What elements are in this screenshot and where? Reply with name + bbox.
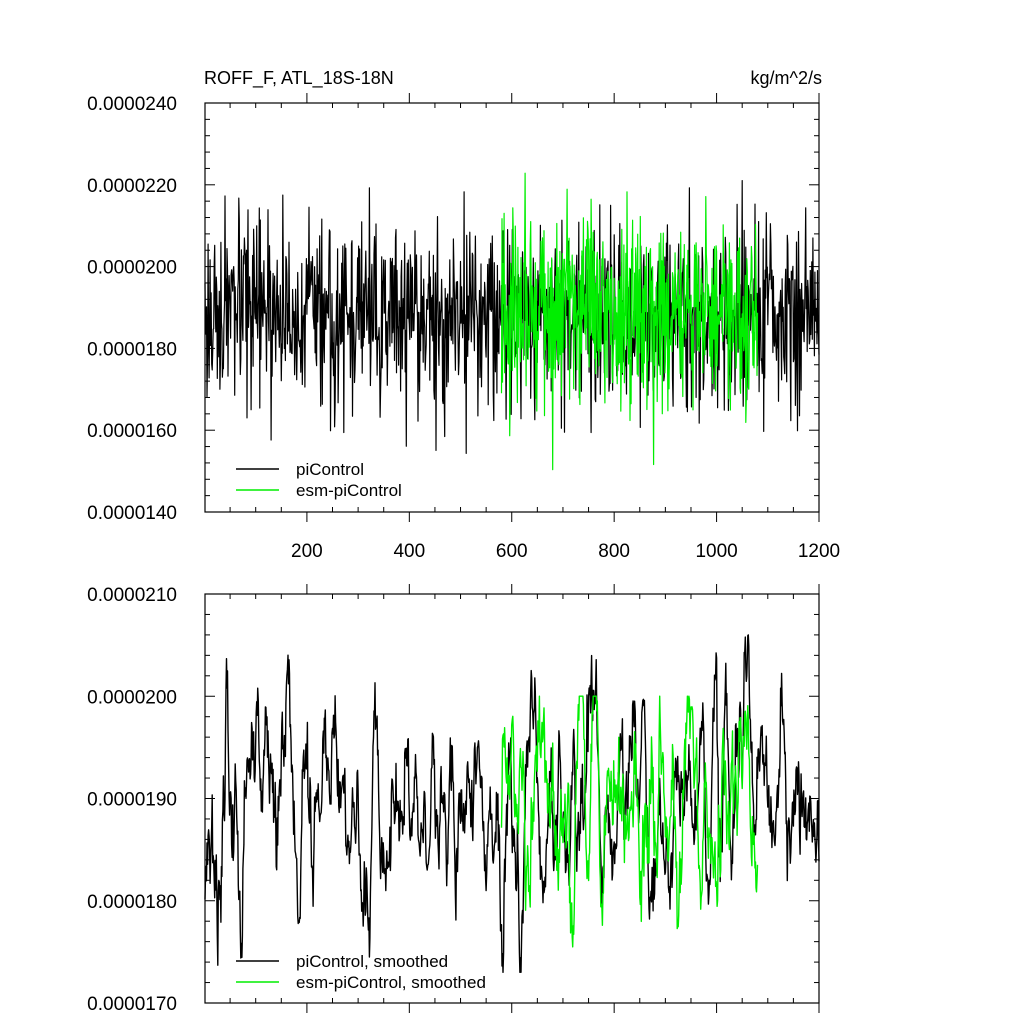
legend: piControl, smoothed esm-piControl, smoot…	[236, 952, 486, 992]
y-tick-label: 0.0000180	[87, 339, 177, 360]
x-tick-label: 600	[496, 541, 528, 562]
legend: piControl esm-piControl	[236, 460, 402, 500]
chart-panel-raw: ROFF_F, ATL_18S-18N kg/m^2/s 0.00001400.…	[87, 68, 840, 562]
y-tick-label: 0.0000140	[87, 503, 177, 524]
series-line-picontrol-smoothed	[204, 634, 820, 973]
chart-units: kg/m^2/s	[751, 68, 822, 88]
series-line-esm-picontrol-smoothed	[500, 695, 759, 948]
y-tick-label: 0.0000170	[87, 994, 177, 1015]
y-tick-label: 0.0000220	[87, 176, 177, 197]
plot-frame	[204, 593, 820, 1004]
legend-label-picontrol-smoothed: piControl, smoothed	[296, 952, 448, 971]
x-tick-label: 1000	[695, 541, 737, 562]
y-tick-label: 0.0000210	[87, 585, 177, 606]
chart-panel-smoothed: 0.0000170 0.0000180 0.0000190 0.0000200 0.00…	[87, 584, 820, 1015]
x-tick-label: 200	[291, 541, 323, 562]
series-group	[204, 172, 820, 471]
plot-frame	[204, 102, 820, 513]
series-line-esm-picontrol	[500, 172, 759, 471]
x-tick-label: 800	[598, 541, 630, 562]
y-tick-label: 0.0000180	[87, 892, 177, 913]
series-group	[204, 634, 820, 973]
y-tick-label: 0.0000160	[87, 421, 177, 442]
legend-label-picontrol: piControl	[296, 460, 364, 479]
x-tick-label: 400	[393, 541, 425, 562]
y-tick-label: 0.0000190	[87, 790, 177, 811]
tick-group: 0.0000140 0.0000160 0.0000180 0.0000200 0.00…	[87, 93, 840, 562]
tick-group: 0.0000170 0.0000180 0.0000190 0.0000200 0.00…	[87, 584, 820, 1015]
y-tick-label: 0.0000240	[87, 94, 177, 115]
legend-label-esm-picontrol-smoothed: esm-piControl, smoothed	[296, 973, 486, 992]
y-tick-label: 0.0000200	[87, 687, 177, 708]
chart-title: ROFF_F, ATL_18S-18N	[204, 68, 394, 89]
x-tick-label: 1200	[798, 541, 840, 562]
legend-label-esm-picontrol: esm-piControl	[296, 481, 402, 500]
y-tick-label: 0.0000200	[87, 258, 177, 279]
